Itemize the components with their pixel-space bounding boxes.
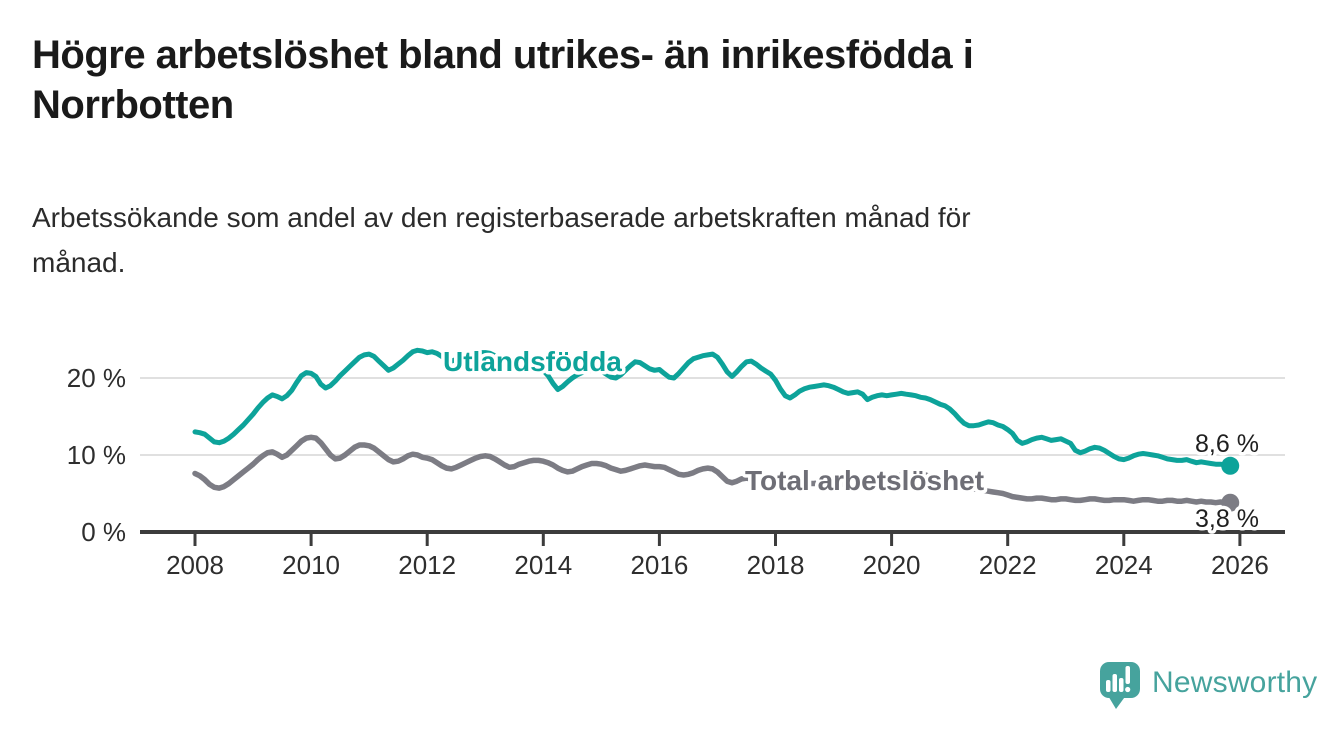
newsworthy-wordmark: Newsworthy bbox=[1152, 666, 1317, 699]
x-axis-tick-label: 2012 bbox=[398, 550, 456, 580]
x-axis-tick-label: 2008 bbox=[166, 550, 224, 580]
x-axis-tick-label: 2024 bbox=[1095, 550, 1153, 580]
series-line-total bbox=[192, 434, 1233, 506]
x-axis-tick-label: 2022 bbox=[979, 550, 1037, 580]
x-axis-group: 2008 2010 2012 2014 2016 2018 2020 2022 2024 2026 bbox=[140, 530, 1285, 580]
page-title: Högre arbetslöshet bland utrikes- än inr… bbox=[32, 33, 974, 127]
y-axis-tick-label: 10 % bbox=[67, 440, 126, 470]
end-value-label-utlandsfodda: 8,6 % bbox=[1195, 430, 1259, 458]
series-end-dot-utlandsfodda bbox=[1221, 456, 1240, 475]
y-axis-tick-label: 20 % bbox=[67, 363, 126, 393]
newsworthy-logo: Newsworthy bbox=[1100, 662, 1317, 709]
series-label-utlandsfodda: Utlandsfödda bbox=[443, 346, 622, 377]
series-line-utlandsfodda bbox=[192, 347, 1233, 469]
x-axis-tick-label: 2014 bbox=[514, 550, 572, 580]
end-value-label-total: 3,8 % bbox=[1195, 505, 1259, 533]
x-axis-tick-label: 2020 bbox=[863, 550, 921, 580]
y-axis-tick-label: 0 % bbox=[81, 517, 126, 547]
speech-bubble-bar-chart-icon bbox=[1100, 662, 1140, 709]
series-end-dot-total bbox=[1221, 493, 1240, 512]
x-axis-tick-label: 2018 bbox=[747, 550, 805, 580]
chart-header: Högre arbetslöshet bland utrikes- än inr… bbox=[32, 30, 1212, 286]
x-axis-tick-label: 2026 bbox=[1211, 550, 1269, 580]
series-group bbox=[192, 347, 1240, 512]
gridlines-group: 0 % 10 % 20 % bbox=[67, 363, 1285, 547]
page-subtitle: Arbetssökande som andel av den registerb… bbox=[32, 202, 971, 278]
x-axis-tick-label: 2016 bbox=[630, 550, 688, 580]
series-label-total-arbetsloshet: Total arbetslöshet bbox=[745, 465, 984, 496]
x-axis-tick-label: 2010 bbox=[282, 550, 340, 580]
